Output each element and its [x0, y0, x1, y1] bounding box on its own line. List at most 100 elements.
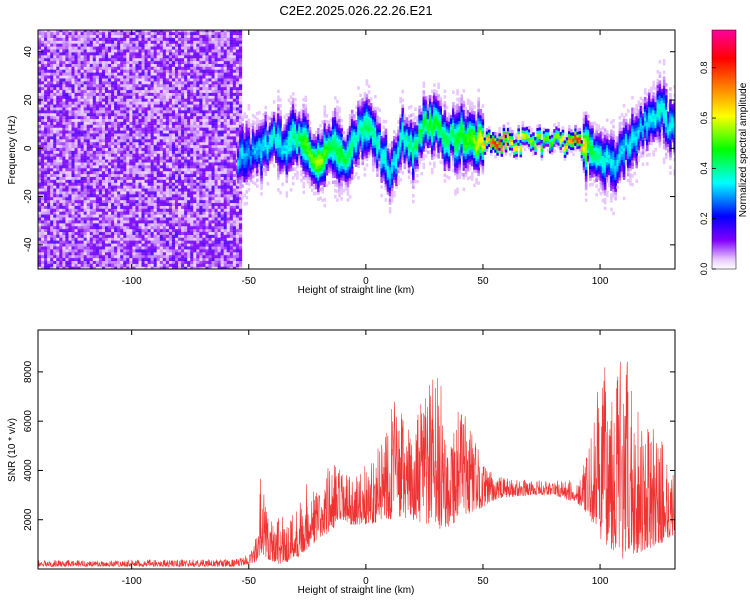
heatmap-cell	[101, 245, 106, 250]
heatmap-cell	[68, 251, 72, 256]
heatmap-cell	[208, 208, 212, 212]
heatmap-cell	[208, 153, 212, 157]
heatmap-cell	[38, 72, 42, 76]
heatmap-cell	[184, 234, 188, 238]
heatmap-cell	[120, 176, 124, 180]
heatmap-cell	[135, 211, 139, 215]
heatmap-cell	[202, 263, 206, 267]
heatmap-cell	[178, 254, 182, 259]
heatmap-cell	[153, 141, 157, 146]
heatmap-cell	[44, 40, 48, 44]
heatmap-cell	[74, 193, 78, 198]
heatmap-cell	[187, 37, 191, 41]
heatmap-cell	[92, 77, 97, 82]
heatmap-cell	[147, 54, 151, 59]
heatmap-cell	[41, 158, 45, 163]
heatmap-cell	[153, 115, 157, 120]
heatmap-cell	[199, 179, 203, 183]
heatmap-cell	[165, 202, 170, 206]
heatmap-cell	[175, 37, 179, 41]
heatmap-cell	[135, 153, 139, 157]
heatmap-cell	[184, 98, 188, 102]
heatmap-cell	[86, 254, 90, 259]
heatmap-cell	[214, 57, 218, 62]
heatmap-cell	[71, 216, 75, 221]
heatmap-cell	[181, 51, 185, 56]
heatmap-cell	[120, 150, 124, 154]
heatmap-cell	[217, 237, 221, 241]
heatmap-cell	[199, 199, 203, 204]
heatmap-cell	[53, 103, 57, 108]
heatmap-cell	[65, 37, 69, 41]
heatmap-cell	[89, 173, 93, 177]
heatmap-cell	[53, 202, 57, 206]
heatmap-cell	[165, 176, 170, 180]
heatmap-cell	[150, 211, 154, 215]
heatmap-cell	[168, 40, 173, 44]
heatmap-cell	[104, 240, 109, 244]
heatmap-cell	[98, 124, 103, 128]
heatmap-cell	[150, 176, 154, 180]
heatmap-cell	[89, 228, 93, 233]
heatmap-cell	[56, 179, 60, 183]
heatmap-cell	[74, 263, 78, 267]
heatmap-cell	[165, 179, 170, 183]
heatmap-cell	[147, 86, 151, 91]
heatmap-cell	[95, 147, 100, 151]
heatmap-cell	[83, 234, 87, 238]
heatmap-cell	[199, 205, 203, 209]
heatmap-cell	[178, 135, 182, 140]
heatmap-cell	[123, 248, 127, 253]
heatmap-cell	[101, 37, 106, 41]
heatmap-cell	[62, 211, 66, 215]
heatmap-cell	[77, 153, 81, 157]
heatmap-cell	[83, 37, 87, 41]
heatmap-cell	[217, 158, 221, 163]
heatmap-cell	[77, 141, 81, 146]
heatmap-cell	[53, 45, 57, 50]
heatmap-cell	[150, 83, 154, 88]
heatmap-cell	[159, 83, 163, 88]
heatmap-cell	[86, 216, 90, 221]
heatmap-cell	[114, 202, 118, 206]
heatmap-cell	[196, 150, 200, 154]
heatmap-cell	[89, 254, 93, 259]
heatmap-cell	[77, 190, 81, 195]
heatmap-cell	[120, 184, 124, 189]
heatmap-cell	[111, 89, 115, 93]
heatmap-cell	[205, 167, 209, 172]
heatmap-cell	[50, 48, 54, 53]
heatmap-cell	[62, 260, 66, 264]
heatmap-cell	[144, 63, 148, 67]
heatmap-cell	[53, 98, 57, 102]
heatmap-cell	[56, 132, 60, 137]
heatmap-cell	[71, 156, 75, 160]
heatmap-cell	[214, 156, 218, 160]
heatmap-cell	[101, 234, 106, 238]
heatmap-cell	[132, 83, 136, 88]
heatmap-cell	[38, 83, 42, 88]
heatmap-cell	[214, 248, 218, 253]
heatmap-cell	[159, 263, 163, 267]
heatmap-cell	[117, 202, 121, 206]
heatmap-cell	[104, 98, 109, 102]
heatmap-cell	[202, 124, 206, 128]
heatmap-cell	[190, 190, 194, 195]
heatmap-cell	[98, 228, 103, 233]
heatmap-cell	[132, 124, 136, 128]
heatmap-cell	[217, 92, 221, 96]
heatmap-cell	[162, 83, 167, 88]
heatmap-cell	[68, 34, 72, 38]
heatmap-cell	[178, 92, 182, 96]
heatmap-cell	[181, 135, 185, 140]
heatmap-cell	[38, 115, 42, 120]
heatmap-cell	[184, 266, 188, 269]
heatmap-cell	[217, 164, 221, 169]
heatmap-cell	[77, 245, 81, 250]
heatmap-cell	[56, 124, 60, 128]
heatmap-cell	[101, 141, 106, 146]
heatmap-cell	[178, 118, 182, 122]
heatmap-cell	[65, 161, 69, 166]
heatmap-cell	[135, 182, 139, 186]
heatmap-cell	[111, 219, 115, 224]
